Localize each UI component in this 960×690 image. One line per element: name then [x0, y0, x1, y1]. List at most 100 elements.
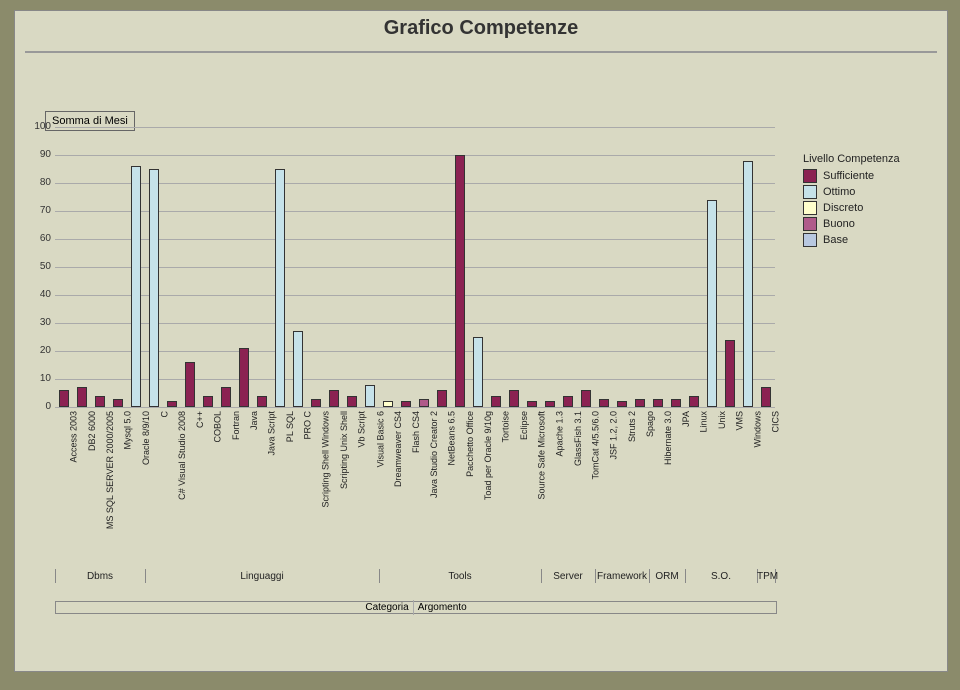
x-label: Vb Script [357, 411, 367, 448]
y-tick: 50 [27, 261, 51, 272]
bar [383, 401, 393, 407]
x-label: DB2 6000 [87, 411, 97, 451]
x-label: Flash CS4 [411, 411, 421, 453]
x-label: Scripting Unix Shell [339, 411, 349, 489]
x-label: Tortoise [501, 411, 511, 443]
bar [473, 337, 483, 407]
y-tick: 20 [27, 345, 51, 356]
x-label: Eclipse [519, 411, 529, 440]
bar [599, 399, 609, 407]
category-label: Dbms [55, 571, 145, 582]
legend-swatch [803, 185, 817, 199]
bar [689, 396, 699, 407]
x-label: CICS [771, 411, 781, 433]
legend-label: Discreto [823, 202, 863, 214]
x-label: Java [249, 411, 259, 430]
bar [221, 387, 231, 407]
bar [491, 396, 501, 407]
legend-label: Buono [823, 218, 855, 230]
y-tick: 10 [27, 373, 51, 384]
bar [347, 396, 357, 407]
legend-swatch [803, 217, 817, 231]
x-label: JSF 1.2, 2.0 [609, 411, 619, 460]
bar [635, 399, 645, 407]
x-label: VMS [735, 411, 745, 431]
x-label: MS SQL SERVER 2000/2005 [105, 411, 115, 529]
y-tick: 0 [27, 401, 51, 412]
y-tick: 90 [27, 149, 51, 160]
x-label: Java Studio Creator 2 [429, 411, 439, 498]
axis-title-left: Categoria [361, 600, 413, 615]
x-label: Visual Basic 6 [375, 411, 385, 467]
x-label: GlassFish 3.1 [573, 411, 583, 466]
bar [509, 390, 519, 407]
x-label: Dreamweaver CS4 [393, 411, 403, 487]
bar [725, 340, 735, 407]
x-label: JPA [681, 411, 691, 427]
x-label: PRO C [303, 411, 313, 440]
bar [131, 166, 141, 407]
bar [581, 390, 591, 407]
title-divider [25, 51, 937, 53]
legend-item: Base [803, 233, 933, 247]
bar [113, 399, 123, 407]
plot-area: 0102030405060708090100 [55, 127, 775, 407]
bar [437, 390, 447, 407]
category-label: Framework [595, 571, 649, 582]
y-tick: 70 [27, 205, 51, 216]
x-label: Linux [699, 411, 709, 433]
bar [77, 387, 87, 407]
bar [707, 200, 717, 407]
legend-swatch [803, 233, 817, 247]
bar [275, 169, 285, 407]
x-label: Windows [753, 411, 763, 448]
bar [239, 348, 249, 407]
bar [149, 169, 159, 407]
category-labels: DbmsLinguaggiToolsServerFrameworkORMS.O.… [55, 571, 775, 591]
x-label: Fortran [231, 411, 241, 440]
category-label: TPM [757, 571, 775, 582]
x-label: Pacchetto Office [465, 411, 475, 477]
x-label: C++ [195, 411, 205, 428]
y-tick: 40 [27, 289, 51, 300]
bar [293, 331, 303, 407]
x-label: Oracle 8/9/10 [141, 411, 151, 465]
bar [257, 396, 267, 407]
bar [563, 396, 573, 407]
bar [203, 396, 213, 407]
x-label: C [159, 411, 169, 418]
x-label: TomCat 4/5.5/6.0 [591, 411, 601, 480]
bar [365, 385, 375, 407]
bars-container [55, 127, 775, 407]
x-label: Apache 1.3 [555, 411, 565, 457]
axis-title-box: CategoriaArgomento [55, 601, 777, 614]
bar [329, 390, 339, 407]
x-labels: Access 2003DB2 6000MS SQL SERVER 2000/20… [55, 411, 775, 561]
bar [59, 390, 69, 407]
bar [743, 161, 753, 407]
legend-item: Ottimo [803, 185, 933, 199]
legend-item: Sufficiente [803, 169, 933, 183]
legend-label: Sufficiente [823, 170, 874, 182]
bar [419, 399, 429, 407]
legend-item: Discreto [803, 201, 933, 215]
legend-item: Buono [803, 217, 933, 231]
bar [545, 401, 555, 407]
x-label: Hibernate 3.0 [663, 411, 673, 465]
x-label: Spago [645, 411, 655, 437]
legend: Livello Competenza Sufficiente Ottimo Disc… [803, 153, 933, 249]
legend-title: Livello Competenza [803, 153, 933, 165]
x-label: Mysql 5.0 [123, 411, 133, 450]
chart-title: Grafico Competenze [15, 17, 947, 40]
bar [311, 399, 321, 407]
x-label: Java Script [267, 411, 277, 456]
bar [761, 387, 771, 407]
x-label: Unix [717, 411, 727, 429]
y-tick: 30 [27, 317, 51, 328]
x-label: PL SQL [285, 411, 295, 442]
bar [671, 399, 681, 407]
x-label: Struts 2 [627, 411, 637, 442]
bar [653, 399, 663, 407]
legend-label: Base [823, 234, 848, 246]
category-label: ORM [649, 571, 685, 582]
